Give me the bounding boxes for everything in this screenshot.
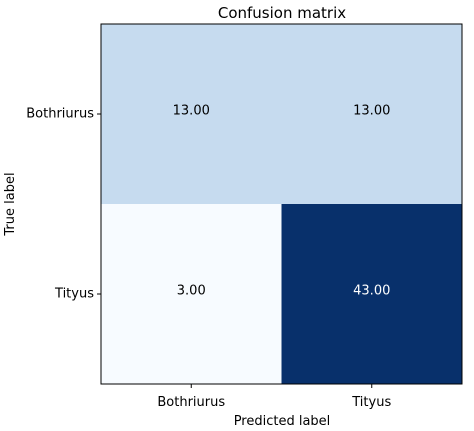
heatmap-cell-label: 43.00 <box>353 284 390 299</box>
heatmap-cells <box>101 24 462 384</box>
x-tick-label: Tityus <box>351 395 391 410</box>
heatmap-cell-label: 13.00 <box>353 104 390 119</box>
y-axis-ticks: Bothriurus Tityus <box>26 107 101 302</box>
x-tick-label: Bothriurus <box>157 395 225 410</box>
x-axis-label: Predicted label <box>234 414 331 429</box>
heatmap-cell-label: 13.00 <box>173 104 210 119</box>
heatmap-cell <box>281 204 462 384</box>
y-tick-label: Bothriurus <box>26 107 94 122</box>
plot-frame <box>100 23 463 385</box>
heatmap-cell-labels: 13.00 13.00 3.00 43.00 <box>173 104 391 299</box>
y-tick-label: Tityus <box>54 287 94 302</box>
heatmap-cell <box>101 204 282 384</box>
x-axis-ticks: Bothriurus Tityus <box>157 384 391 410</box>
chart-title: Confusion matrix <box>218 4 346 22</box>
heatmap-cell-label: 3.00 <box>177 284 206 299</box>
y-axis-label: True label <box>3 172 18 236</box>
heatmap-cell <box>101 24 282 204</box>
heatmap-cell <box>281 24 462 204</box>
